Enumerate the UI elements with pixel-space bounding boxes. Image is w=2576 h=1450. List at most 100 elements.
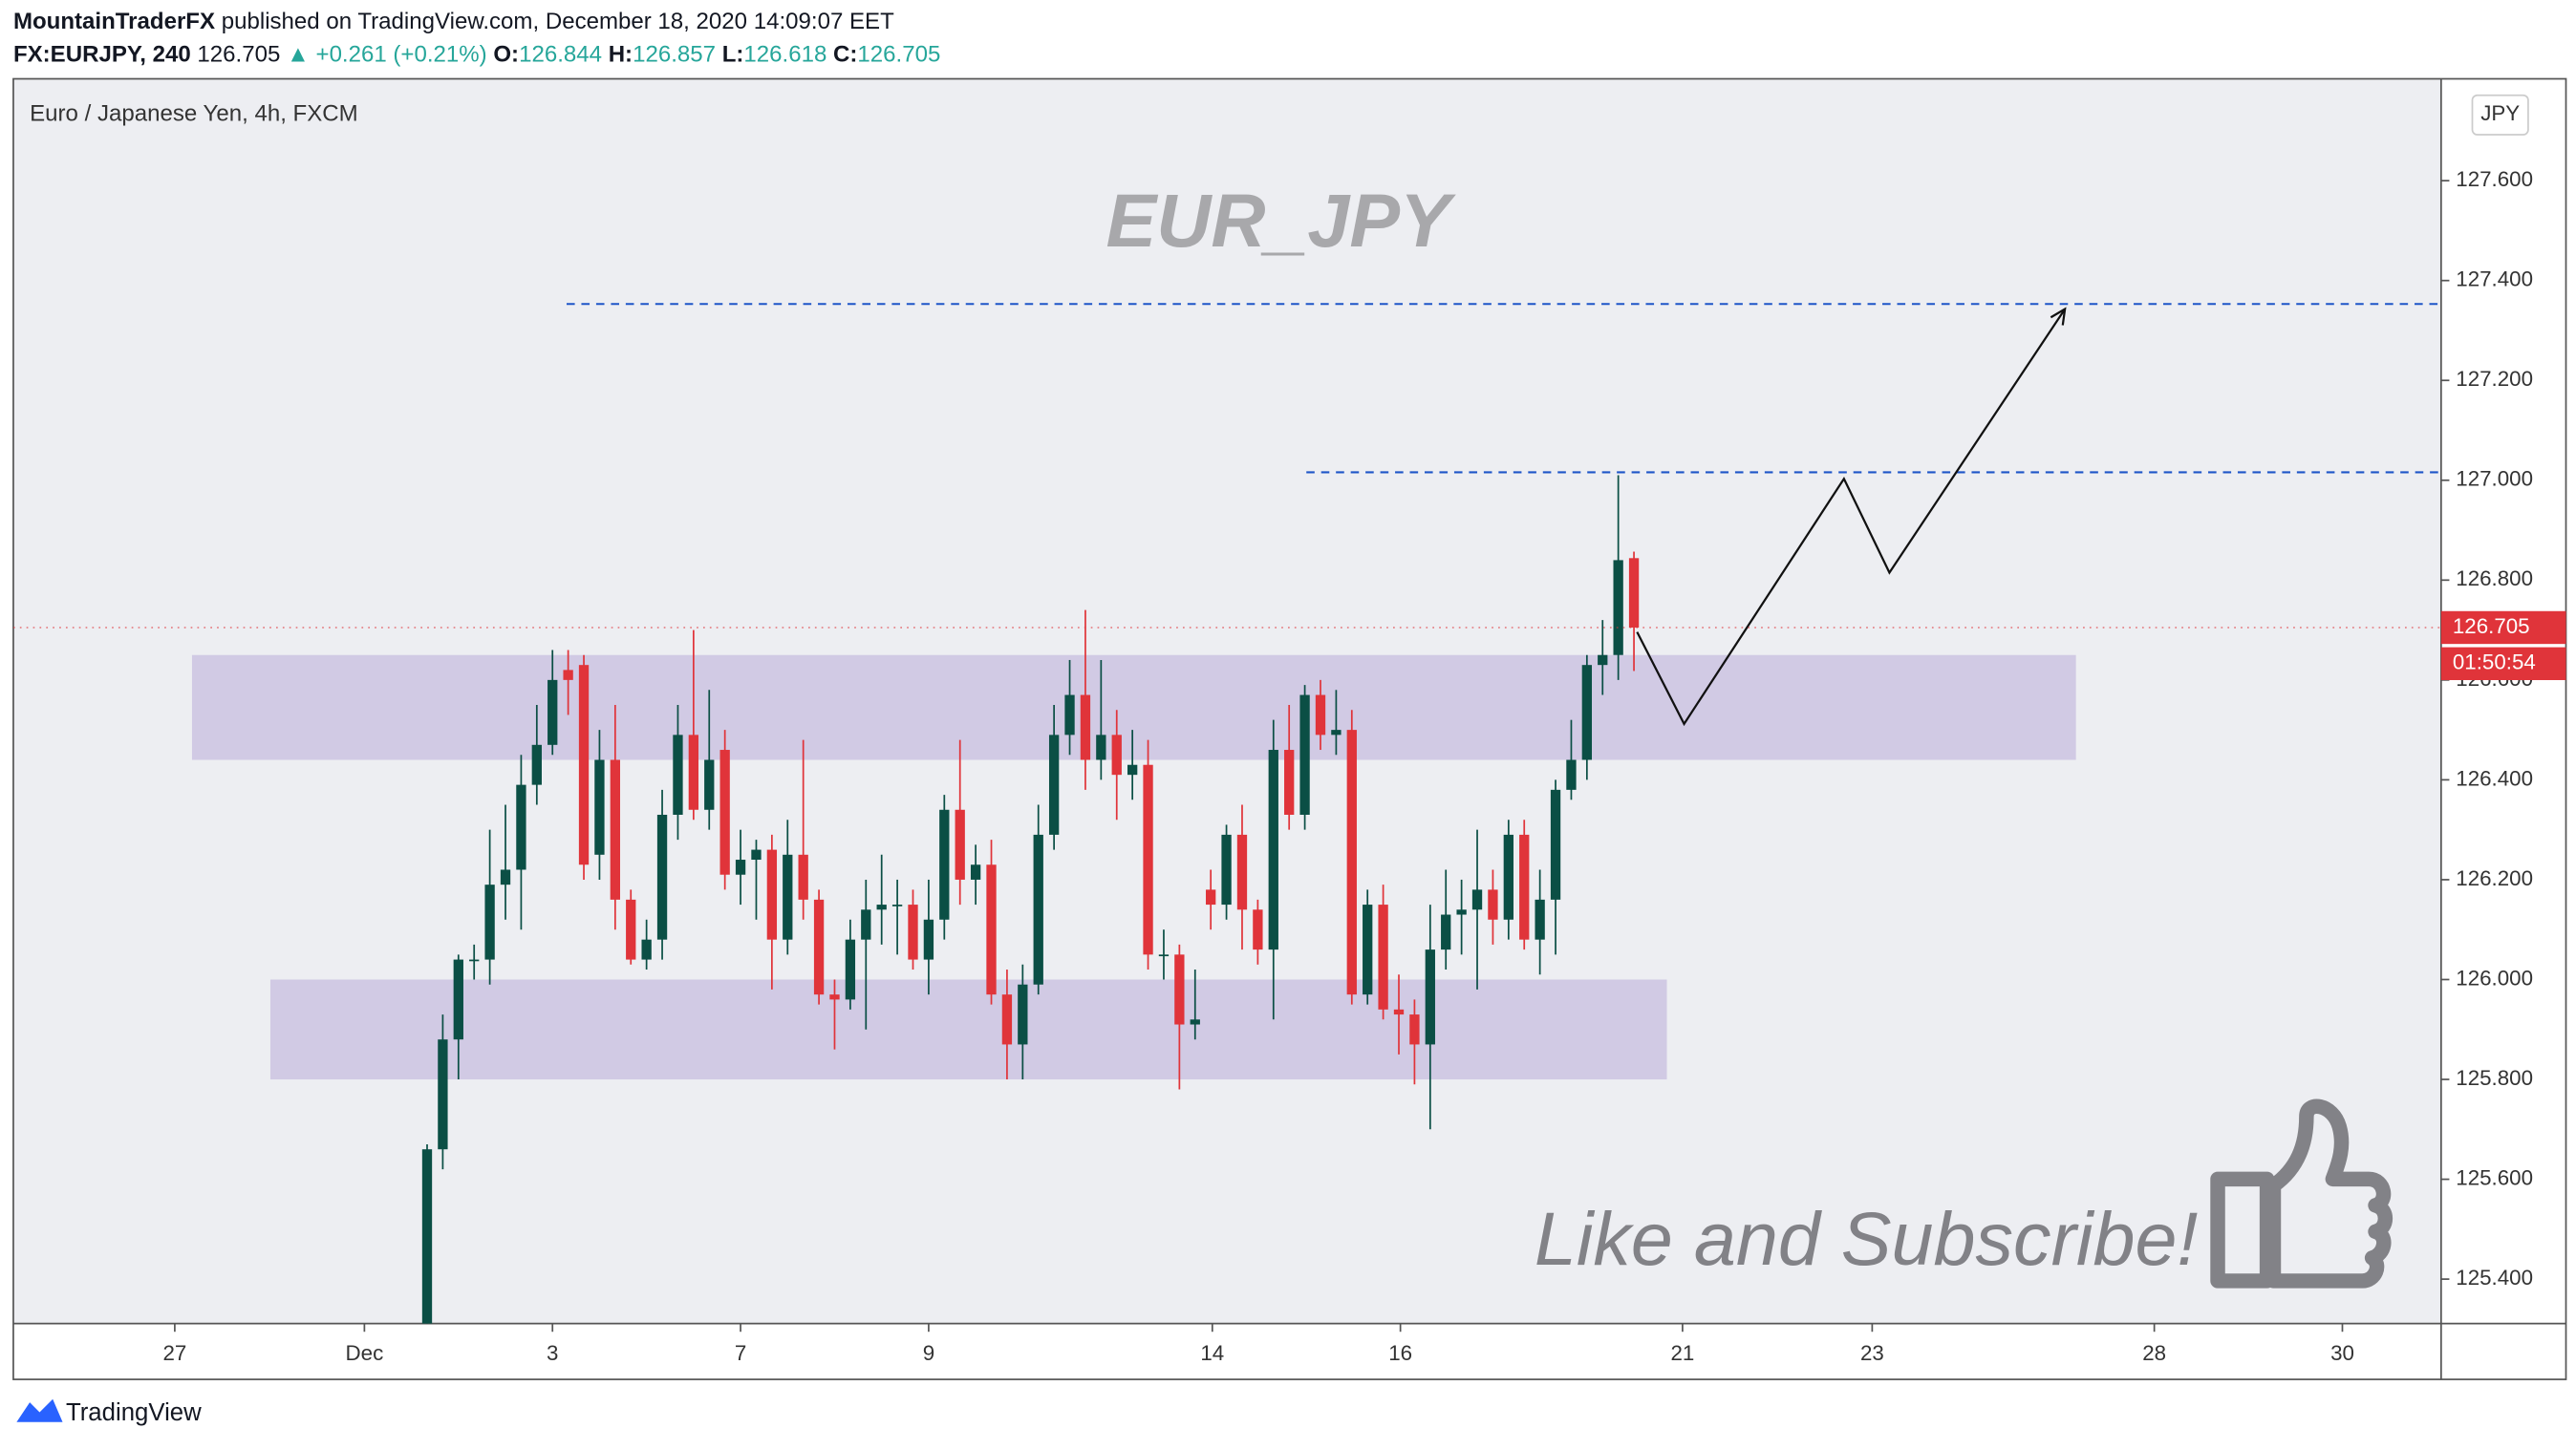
candle-body xyxy=(1378,905,1388,1010)
candle-body xyxy=(1331,730,1342,736)
candle-body xyxy=(656,814,668,940)
publish-line: MountainTraderFX published on TradingVie… xyxy=(13,9,894,34)
candle-body xyxy=(1581,665,1593,760)
candle-body xyxy=(1111,735,1122,776)
change: ▲ +0.261 (+0.21%) xyxy=(287,42,487,68)
arrow-head xyxy=(2050,307,2067,326)
x-tick-label: 23 xyxy=(1860,1341,1884,1365)
ohlc-label: H: xyxy=(609,42,633,68)
candle-body xyxy=(1253,909,1263,950)
y-tick-label: 125.600 xyxy=(2456,1165,2533,1189)
candle-body xyxy=(876,905,887,910)
y-tick-label: 125.800 xyxy=(2456,1066,2533,1090)
candle-body xyxy=(1236,834,1248,910)
symbol: FX:EURJPY, 240 xyxy=(13,42,191,68)
candle-body xyxy=(986,864,997,995)
countdown-box xyxy=(2440,647,2566,680)
currency: JPY xyxy=(2480,101,2520,125)
candle-body xyxy=(626,899,636,960)
candle-body xyxy=(1550,789,1561,900)
candle-body xyxy=(1628,558,1640,628)
candle-body xyxy=(908,905,918,960)
candle-body xyxy=(1393,1009,1405,1015)
candle-body xyxy=(641,939,652,960)
thumbs-up-icon xyxy=(2210,1098,2394,1289)
x-tick-label: 7 xyxy=(735,1341,746,1365)
x-tick-label: 28 xyxy=(2142,1341,2166,1365)
candle-body xyxy=(766,849,778,940)
ohlc-label: O: xyxy=(493,42,519,68)
zone xyxy=(191,654,2076,760)
x-tick-label: 21 xyxy=(1670,1341,1694,1365)
candle-body xyxy=(421,1149,433,1324)
candle-body xyxy=(798,854,808,900)
candle-body xyxy=(1441,914,1451,950)
ohlc-value: 126.618 xyxy=(743,42,826,68)
candle-body xyxy=(1284,750,1295,815)
ohlc-value: 126.844 xyxy=(519,42,602,68)
currency-box xyxy=(2471,94,2529,136)
candle-body xyxy=(1174,954,1185,1025)
last-price-label: 126.705 xyxy=(2453,614,2530,638)
candle-body xyxy=(531,744,542,785)
candle-body xyxy=(1190,1019,1200,1025)
candle-body xyxy=(1409,1014,1420,1045)
y-tick-label: 127.200 xyxy=(2456,367,2533,391)
candle-body xyxy=(955,809,965,880)
zone xyxy=(269,979,1667,1080)
ohlc-label: C: xyxy=(833,42,857,68)
candle-body xyxy=(719,750,730,875)
frame xyxy=(12,77,2567,1380)
candle-body xyxy=(891,905,903,906)
last-price-box xyxy=(2440,610,2566,645)
candle-body xyxy=(1519,834,1530,940)
x-tick-label: 16 xyxy=(1388,1341,1412,1365)
candle-body xyxy=(1143,764,1153,955)
candle-body xyxy=(829,994,840,1000)
y-tick-label: 127.600 xyxy=(2456,167,2533,191)
x-tick-label: 3 xyxy=(547,1341,558,1365)
y-tick-label: 126.000 xyxy=(2456,966,2533,990)
candle-body xyxy=(861,909,871,940)
candle-body xyxy=(578,665,590,865)
candle-body xyxy=(1158,954,1170,957)
candle-body xyxy=(500,869,511,885)
x-tick-label: 30 xyxy=(2330,1341,2354,1365)
last-price: 126.705 xyxy=(197,42,280,68)
y-tick-label: 127.000 xyxy=(2456,467,2533,491)
candle-body xyxy=(1535,899,1545,940)
author: MountainTraderFX xyxy=(13,9,215,34)
candle-body xyxy=(1315,694,1326,736)
candle-body xyxy=(453,959,463,1040)
plot xyxy=(191,303,2441,1324)
candle-body xyxy=(939,809,950,920)
y-tick-label: 125.400 xyxy=(2456,1266,2533,1290)
projection-path xyxy=(1636,308,2067,727)
candle-body xyxy=(1048,735,1060,835)
candle-body xyxy=(1598,654,1608,666)
candle-body xyxy=(1221,834,1232,906)
candle-body xyxy=(688,735,699,810)
y-tick-label: 126.400 xyxy=(2456,766,2533,790)
candle-body xyxy=(1001,994,1013,1045)
watermark: EUR_JPY xyxy=(1106,178,1456,263)
candle-body xyxy=(783,854,793,940)
y-tick-label: 126.200 xyxy=(2456,866,2533,890)
candle-body xyxy=(484,885,495,960)
candle-body xyxy=(704,759,715,810)
candle-body xyxy=(735,860,746,875)
candle-body xyxy=(1503,834,1513,920)
candle-body xyxy=(1488,889,1498,920)
candle-body xyxy=(845,939,856,1000)
candle-body xyxy=(1425,949,1435,1045)
candle-body xyxy=(1566,759,1577,790)
x-tick-label: Dec xyxy=(346,1341,384,1365)
candle-body xyxy=(1206,889,1216,906)
subscribe-text: Like and Subscribe! xyxy=(1535,1196,2199,1281)
ohlc-label: L: xyxy=(722,42,744,68)
candle-body xyxy=(970,864,981,880)
candle-body xyxy=(1033,834,1043,985)
candle-body xyxy=(1096,735,1106,760)
published: published on TradingView.com, December 1… xyxy=(222,9,894,34)
